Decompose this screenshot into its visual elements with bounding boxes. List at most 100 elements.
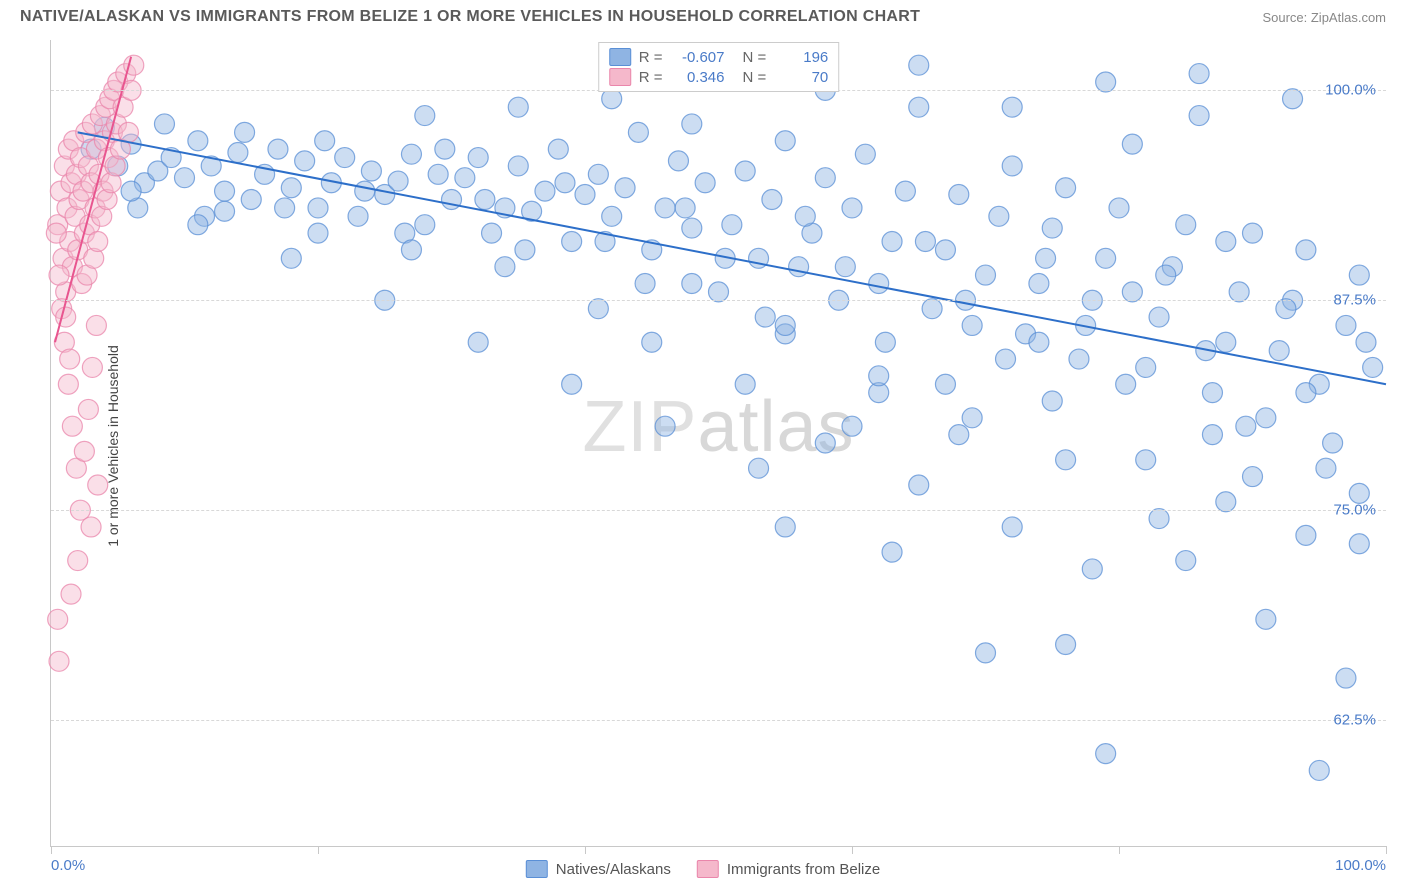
data-point	[989, 206, 1009, 226]
data-point	[1202, 425, 1222, 445]
data-point	[281, 178, 301, 198]
data-point	[869, 366, 889, 386]
data-point	[1276, 299, 1296, 319]
data-point	[215, 181, 235, 201]
data-point	[235, 122, 255, 142]
data-point	[1349, 265, 1369, 285]
data-point	[815, 433, 835, 453]
data-point	[1216, 332, 1236, 352]
data-point	[588, 164, 608, 184]
data-point	[962, 408, 982, 428]
x-tick	[1386, 846, 1387, 854]
data-point	[78, 399, 98, 419]
data-point	[935, 240, 955, 260]
data-point	[1042, 391, 1062, 411]
x-tick	[585, 846, 586, 854]
data-point	[281, 248, 301, 268]
data-point	[1096, 248, 1116, 268]
data-point	[335, 148, 355, 168]
data-point	[655, 416, 675, 436]
data-point	[869, 273, 889, 293]
legend-row: R =0.346N =70	[609, 67, 829, 87]
data-point	[455, 168, 475, 188]
data-point	[1056, 450, 1076, 470]
legend-n-label: N =	[743, 69, 767, 86]
data-point	[1149, 509, 1169, 529]
x-tick-label: 0.0%	[51, 857, 85, 874]
data-point	[842, 416, 862, 436]
data-point	[1176, 551, 1196, 571]
data-point	[188, 215, 208, 235]
data-point	[175, 168, 195, 188]
data-point	[882, 232, 902, 252]
data-point	[482, 223, 502, 243]
legend-label: Immigrants from Belize	[727, 861, 880, 878]
data-point	[682, 273, 702, 293]
series-legend: Natives/Alaskans Immigrants from Belize	[526, 860, 880, 878]
data-point	[1002, 97, 1022, 117]
data-point	[508, 97, 528, 117]
data-point	[1056, 178, 1076, 198]
data-point	[1189, 64, 1209, 84]
data-point	[996, 349, 1016, 369]
data-point	[588, 299, 608, 319]
data-point	[1002, 156, 1022, 176]
data-point	[909, 55, 929, 75]
data-point	[1122, 134, 1142, 154]
legend-row: R =-0.607N =196	[609, 47, 829, 67]
data-point	[1296, 240, 1316, 260]
data-point	[895, 181, 915, 201]
data-point	[154, 114, 174, 134]
data-point	[976, 643, 996, 663]
legend-label: Natives/Alaskans	[556, 861, 671, 878]
x-tick	[852, 846, 853, 854]
data-point	[58, 374, 78, 394]
y-tick-label: 100.0%	[1325, 82, 1376, 99]
data-point	[82, 357, 102, 377]
data-point	[1096, 744, 1116, 764]
data-point	[1309, 760, 1329, 780]
data-point	[602, 206, 622, 226]
data-point	[1082, 559, 1102, 579]
data-point	[949, 425, 969, 445]
legend-r-value: -0.607	[671, 49, 725, 66]
data-point	[388, 171, 408, 191]
data-point	[1122, 282, 1142, 302]
data-point	[1323, 433, 1343, 453]
data-point	[762, 190, 782, 210]
x-tick-label: 100.0%	[1335, 857, 1386, 874]
data-point	[1356, 332, 1376, 352]
data-point	[1069, 349, 1089, 369]
data-point	[88, 232, 108, 252]
data-point	[749, 458, 769, 478]
legend-swatch	[697, 860, 719, 878]
legend-r-label: R =	[639, 69, 663, 86]
y-tick-label: 62.5%	[1333, 712, 1376, 729]
data-point	[1116, 374, 1136, 394]
scatter-plot	[51, 40, 1386, 846]
data-point	[188, 131, 208, 151]
data-point	[682, 114, 702, 134]
data-point	[401, 144, 421, 164]
data-point	[735, 161, 755, 181]
data-point	[795, 206, 815, 226]
data-point	[829, 290, 849, 310]
data-point	[855, 144, 875, 164]
data-point	[515, 240, 535, 260]
data-point	[355, 181, 375, 201]
data-point	[118, 122, 138, 142]
data-point	[1363, 357, 1383, 377]
data-point	[628, 122, 648, 142]
data-point	[1283, 89, 1303, 109]
data-point	[361, 161, 381, 181]
data-point	[68, 551, 88, 571]
data-point	[615, 178, 635, 198]
data-point	[642, 332, 662, 352]
data-point	[275, 198, 295, 218]
data-point	[295, 151, 315, 171]
data-point	[1256, 609, 1276, 629]
data-point	[74, 441, 94, 461]
data-point	[415, 215, 435, 235]
data-point	[668, 151, 688, 171]
legend-r-label: R =	[639, 49, 663, 66]
